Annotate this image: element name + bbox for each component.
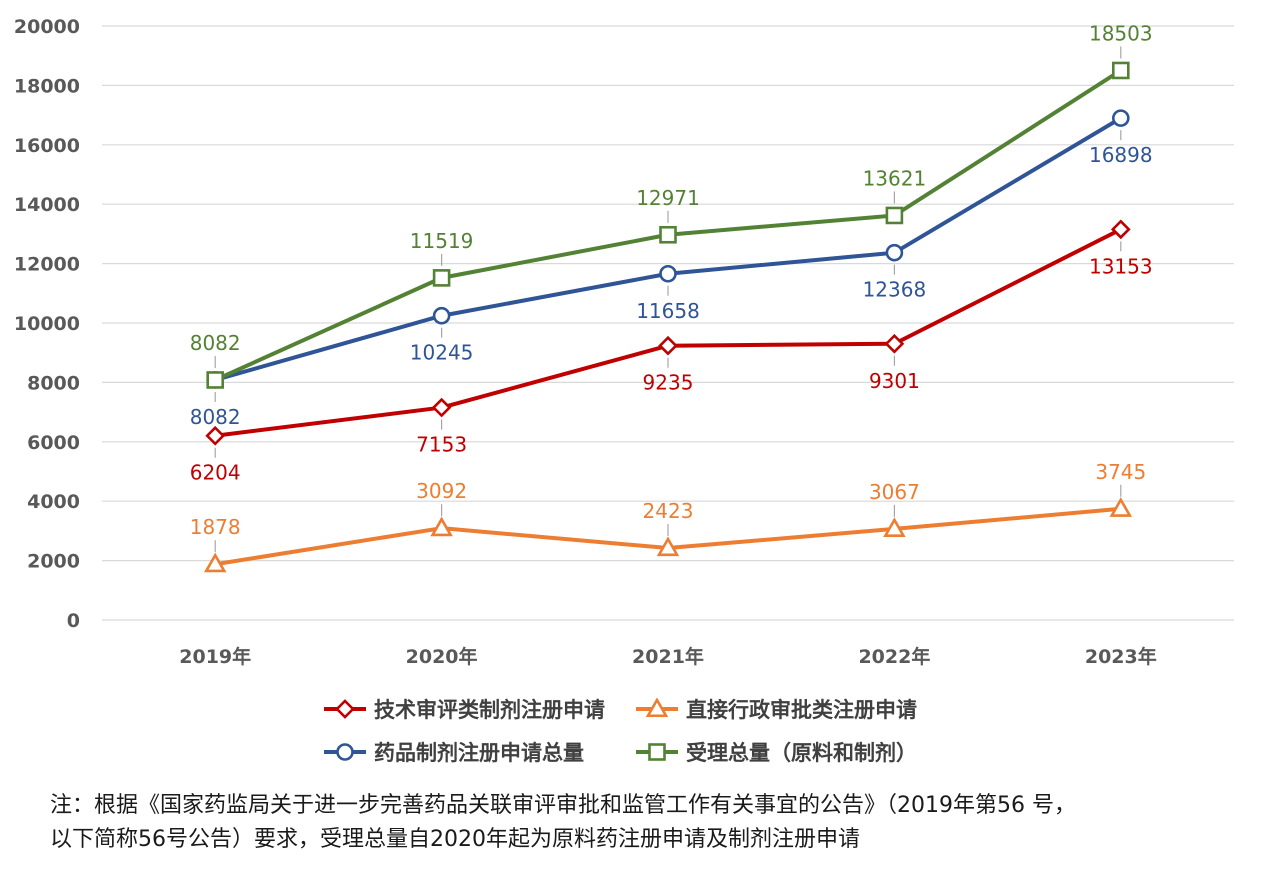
series-0-point-2 (658, 335, 678, 356)
legend-marker (645, 697, 669, 718)
series-2-point-3 (885, 243, 904, 262)
series-3-line (214, 68, 1122, 382)
gridlines (102, 25, 1234, 621)
y-tick-label: 6000 (27, 432, 80, 454)
x-tick-label: 2023年 (1085, 645, 1157, 668)
series-0: 6204 7153 9235 9301 13153 (190, 219, 1153, 485)
x-tick-label: 2021年 (632, 645, 704, 668)
series-3-point-3 (885, 206, 904, 225)
series-2-point-2 (659, 264, 677, 283)
series-group: 1878 3092 2423 3067 3745 6204 7153 9235 9301 1315… (190, 21, 1153, 573)
legend-label: 受理总量（原料和制剂） (686, 741, 917, 765)
footnote: 注：根据《国家药监局关于进一步完善药品关联审评审批和监管工作有关事宜的公告》（2… (50, 789, 1260, 857)
y-tick-label: 12000 (14, 254, 80, 276)
series-1-data-label: 2423 (643, 499, 694, 523)
legend-item-3: 受理总量（原料和制剂） (636, 741, 917, 765)
y-tick-label: 20000 (14, 16, 80, 38)
series-1-point-2 (656, 536, 680, 557)
series-3-data-label: 8082 (190, 331, 241, 355)
legend-marker (336, 743, 354, 761)
series-2-data-label: 8082 (190, 405, 241, 429)
series-0-data-label: 6204 (190, 461, 241, 485)
series-1-point-3 (883, 517, 906, 537)
series-0-point-3 (884, 333, 905, 354)
legend-label: 直接行政审批类注册申请 (686, 698, 917, 722)
legend-label: 技术审评类制剂注册申请 (374, 698, 605, 722)
x-axis-ticks: 2019年 2020年 2021年 2022年 2023年 (179, 645, 1156, 668)
legend-item-1: 直接行政审批类注册申请 (636, 697, 917, 722)
series-0-data-label: 7153 (416, 433, 467, 457)
series-0-data-label: 9235 (643, 371, 694, 395)
legend-item-2: 药品制剂注册申请总量 (324, 741, 584, 765)
series-0-point-0 (205, 425, 226, 446)
y-tick-label: 8000 (27, 372, 80, 394)
x-tick-label: 2022年 (858, 645, 930, 668)
legend-item-0: 技术审评类制剂注册申请 (324, 698, 605, 722)
series-3-point-1 (432, 269, 451, 287)
y-tick-label: 10000 (14, 313, 80, 335)
series-1-data-label: 3067 (869, 480, 920, 504)
series-3-point-4 (1112, 61, 1130, 80)
series-1-point-0 (203, 552, 227, 573)
series-1: 1878 3092 2423 3067 3745 (190, 460, 1146, 573)
series-3-data-label: 18503 (1089, 21, 1153, 45)
series-2-data-label: 12368 (863, 278, 927, 302)
series-1-point-1 (430, 516, 453, 537)
y-tick-label: 4000 (27, 491, 80, 513)
series-2-point-4 (1112, 109, 1130, 127)
footnote-line-1: 注：根据《国家药监局关于进一步完善药品关联审评审批和监管工作有关事宜的公告》（2… (50, 793, 1076, 818)
y-tick-label: 2000 (27, 551, 80, 573)
y-tick-label: 0 (67, 610, 80, 632)
series-0-data-label: 9301 (869, 369, 920, 393)
series-0-data-label: 13153 (1089, 254, 1153, 278)
series-2-data-label: 16898 (1089, 143, 1153, 167)
series-0-point-4 (1110, 219, 1131, 240)
legend-marker (335, 699, 355, 719)
legend-label: 药品制剂注册申请总量 (374, 741, 584, 765)
footnote-line-2: 以下简称56号公告）要求，受理总量自2020年起为原料药注册申请及制剂注册申请 (50, 827, 860, 852)
series-3-data-label: 12971 (636, 186, 700, 210)
series-1-data-label: 1878 (190, 515, 241, 539)
series-1-data-label: 3092 (416, 479, 467, 503)
series-3: 8082 11519 12971 13621 18503 (190, 21, 1153, 389)
line-chart: 0 2000 4000 6000 8000 10000 12000 14000 16000 180… (14, 16, 1234, 765)
series-0-point-1 (431, 397, 452, 418)
x-tick-label: 2019年 (179, 645, 251, 668)
series-1-data-label: 3745 (1095, 460, 1146, 484)
y-tick-label: 18000 (14, 75, 80, 97)
series-3-point-2 (659, 225, 677, 244)
series-2-data-label: 10245 (410, 341, 474, 365)
series-3-data-label: 11519 (410, 229, 474, 253)
series-0-line (214, 227, 1122, 438)
series-1-point-4 (1109, 497, 1133, 517)
series-2-point-1 (432, 306, 451, 325)
series-2-data-label: 11658 (636, 299, 700, 323)
series-3-point-0 (206, 371, 224, 389)
x-tick-label: 2020年 (406, 645, 478, 668)
series-3-data-label: 13621 (863, 166, 927, 190)
y-axis-ticks: 0 2000 4000 6000 8000 10000 12000 14000 16000 180… (14, 16, 80, 632)
legend-marker (648, 743, 666, 761)
y-tick-label: 16000 (14, 135, 80, 157)
y-tick-label: 14000 (14, 194, 80, 216)
